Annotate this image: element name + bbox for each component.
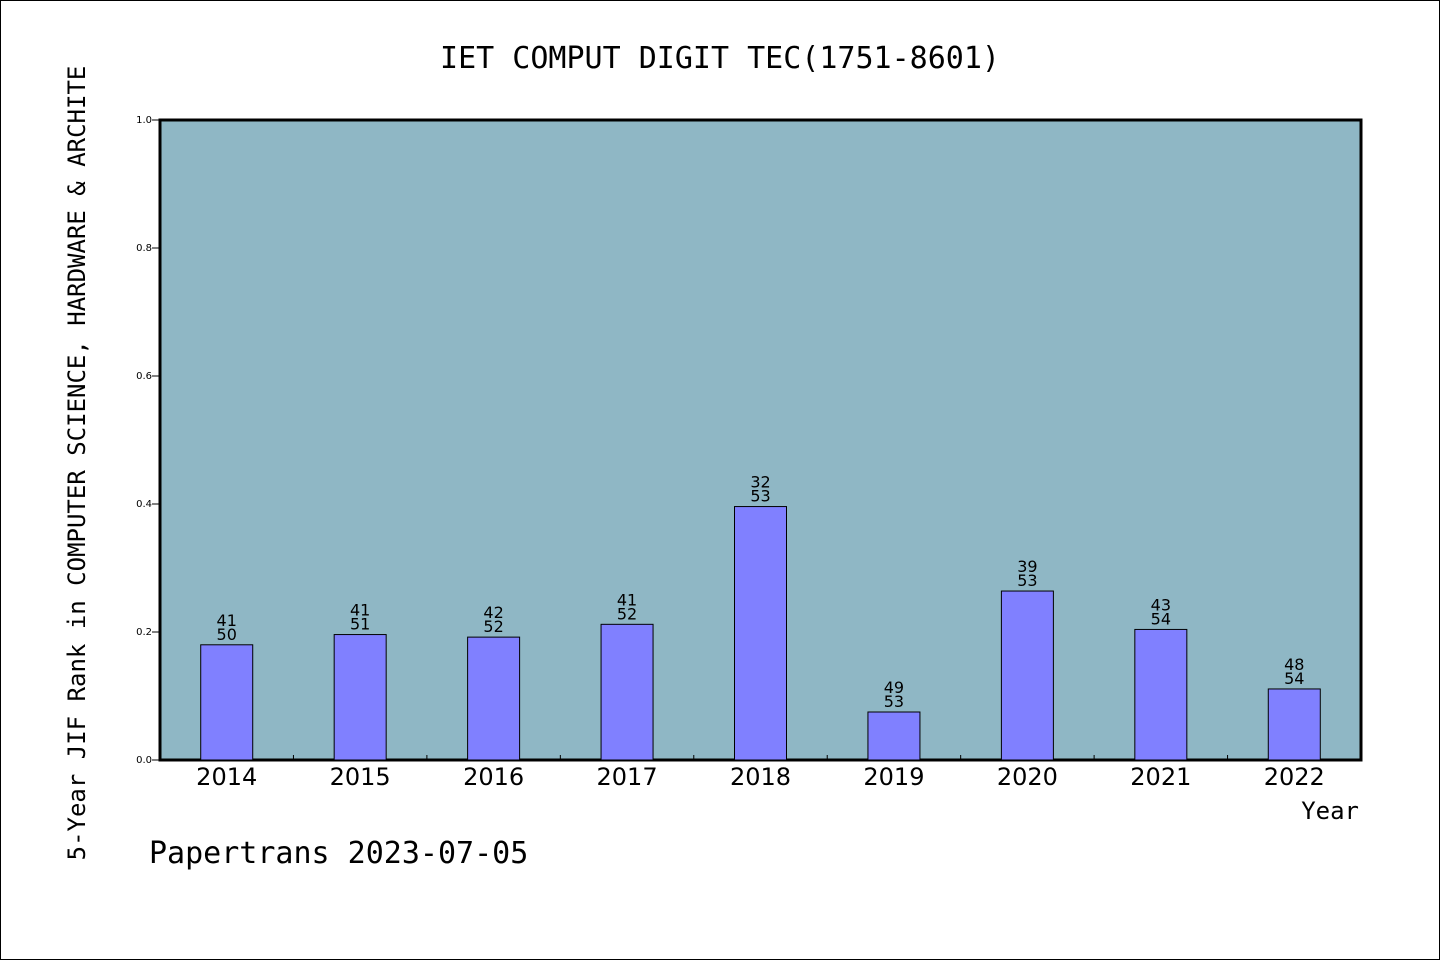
data-label-total: 51 (350, 615, 370, 634)
data-label-rank: 32 (750, 473, 770, 492)
y-tick-label: 0.4 (136, 499, 152, 510)
data-label-rank: 49 (884, 678, 904, 697)
x-tick-label: 2018 (730, 763, 791, 791)
bar-2020 (1000, 590, 1054, 761)
footer-credit: Papertrans 2023-07-05 (149, 836, 528, 871)
bar-2015 (333, 634, 387, 761)
data-label-rank: 41 (350, 601, 370, 620)
bars-group (200, 506, 1321, 761)
ticks-group: 0.0 0.2 0.4 0.6 0.8 1.0 2014 2015 2016 2017 2018 20… (136, 115, 1325, 791)
y-tick-label: 0.8 (136, 243, 152, 254)
x-tick-label: 2021 (1130, 763, 1191, 791)
x-tick-label: 2016 (463, 763, 524, 791)
data-label-total: 53 (1017, 571, 1037, 590)
data-label-rank: 39 (1017, 557, 1037, 576)
bar-2016 (467, 636, 521, 761)
y-tick-label: 0.2 (136, 627, 152, 638)
x-tick-label: 2020 (997, 763, 1058, 791)
bar-2017 (600, 623, 654, 761)
y-tick-label: 0.6 (136, 371, 152, 382)
x-tick-label: 2014 (196, 763, 257, 791)
bar-2021 (1134, 628, 1188, 761)
x-axis-label: Year (1301, 797, 1359, 825)
y-axis-label: 5-Year JIF Rank in COMPUTER SCIENCE, HAR… (63, 66, 91, 861)
y-tick-label: 1.0 (136, 115, 152, 126)
data-label-rank: 42 (483, 603, 503, 622)
data-label-rank: 41 (617, 590, 637, 609)
x-tick-label: 2017 (597, 763, 658, 791)
x-tick-label: 2022 (1264, 763, 1325, 791)
bar-2018 (734, 506, 787, 761)
data-label-total: 54 (1151, 609, 1171, 628)
chart-title: IET COMPUT DIGIT TEC(1751-8601) (440, 41, 1000, 76)
bar-2022 (1267, 688, 1321, 761)
y-tick-label: 0.0 (136, 755, 152, 766)
data-label-total: 53 (750, 487, 770, 506)
data-label-total: 53 (884, 692, 904, 711)
x-tick-label: 2019 (863, 763, 924, 791)
data-label-total: 52 (617, 604, 637, 623)
data-label-total: 52 (483, 617, 503, 636)
data-label-rank: 48 (1284, 655, 1304, 674)
bar-2019 (867, 711, 921, 761)
bar-2014 (200, 644, 254, 761)
x-tick-label: 2015 (330, 763, 391, 791)
data-label-total: 50 (217, 625, 237, 644)
data-label-total: 54 (1284, 669, 1304, 688)
data-label-rank: 41 (217, 611, 237, 630)
data-label-rank: 43 (1151, 595, 1171, 614)
